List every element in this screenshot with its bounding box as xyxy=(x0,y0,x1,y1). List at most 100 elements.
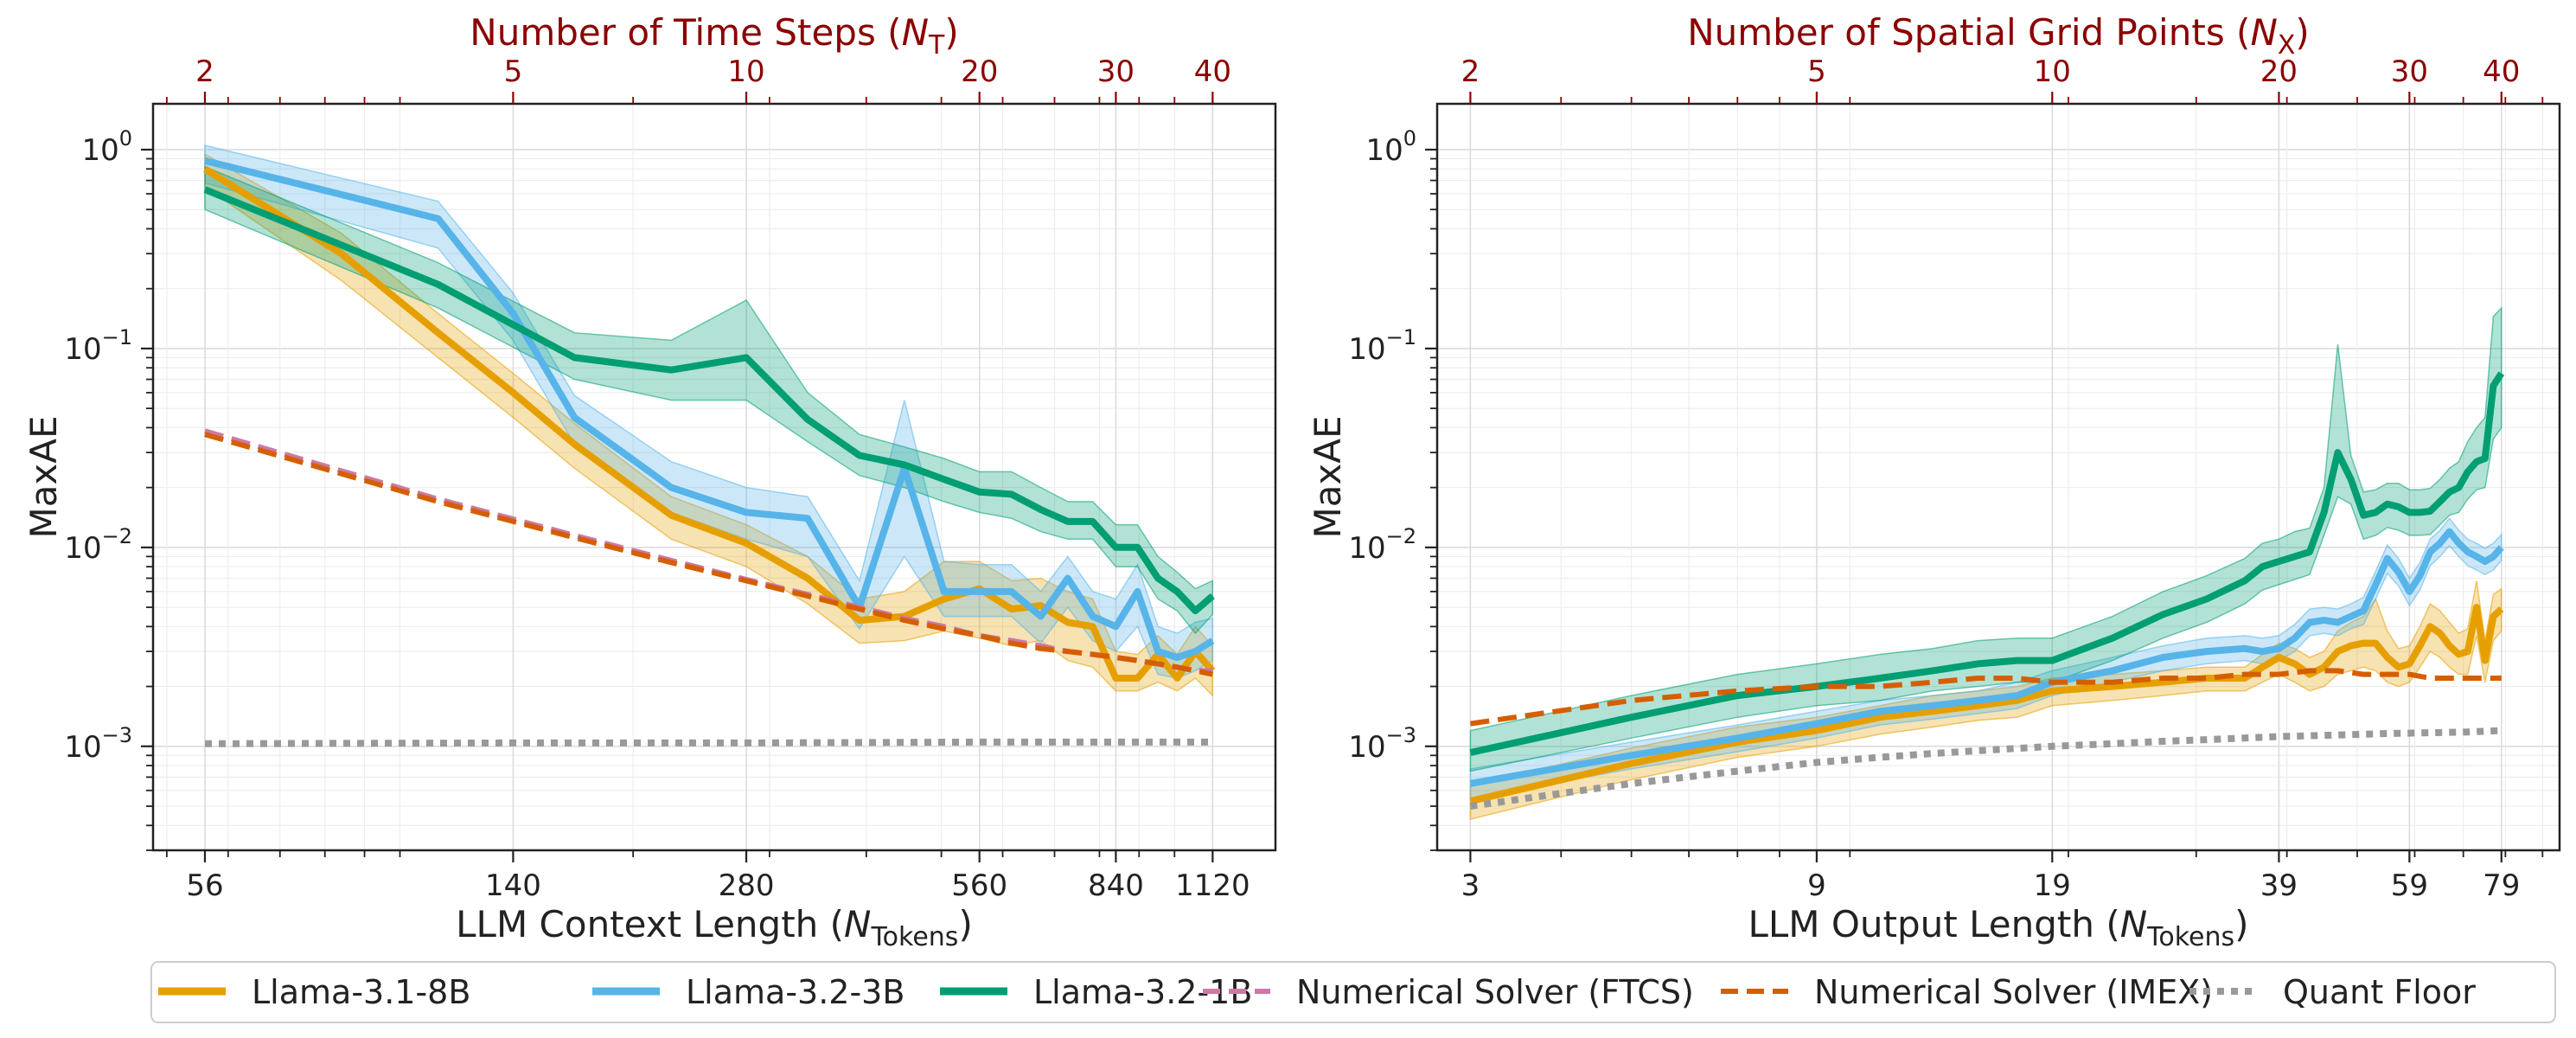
grid xyxy=(1437,104,2560,851)
x-axis-title-subscript: Tokens xyxy=(2146,922,2234,952)
top-axis-title-subscript: T xyxy=(928,30,945,61)
x-axis-title-text: LLM Output Length ( xyxy=(1748,903,2119,945)
x-axis-title-close: ) xyxy=(2234,903,2248,945)
x-tick-label: 1120 xyxy=(1175,868,1250,903)
band-llama3b xyxy=(204,144,1214,679)
y-tick-label: 100 xyxy=(81,126,132,168)
x-tick-label: 9 xyxy=(1807,868,1826,903)
legend-label: Numerical Solver (IMEX) xyxy=(1814,973,2213,1011)
series-line-llama3b xyxy=(1469,528,2504,787)
y-tick-label: 100 xyxy=(1365,126,1416,168)
band-llama3b xyxy=(1469,516,2502,799)
x-axis-title-symbol: N xyxy=(2120,903,2147,945)
y-tick-label: 10−2 xyxy=(64,524,132,566)
y-tick-exponent: 0 xyxy=(119,126,132,151)
x-tick-label: 19 xyxy=(2034,868,2071,903)
y-tick-base: 10 xyxy=(64,730,101,765)
x-tick-label: 840 xyxy=(1088,868,1144,903)
band-llama8b xyxy=(204,152,1214,697)
top-axis-title-subscript: X xyxy=(2278,30,2296,61)
y-tick-base: 10 xyxy=(64,332,101,367)
y-tick-base: 10 xyxy=(1348,332,1385,367)
x-axis-title-close: ) xyxy=(958,903,972,945)
y-tick-base: 10 xyxy=(1348,730,1385,765)
series-line-llama1b xyxy=(203,186,1215,615)
x-axis-title-symbol: N xyxy=(844,903,871,945)
top-tick-label: 10 xyxy=(2034,54,2071,89)
top-tick-label: 20 xyxy=(2260,54,2298,89)
top-tick-label: 40 xyxy=(1194,54,1231,89)
series-line-llama8b xyxy=(1469,604,2504,805)
top-tick-label: 30 xyxy=(1097,54,1135,89)
series-line-imex xyxy=(204,432,1213,677)
legend: Llama-3.1-8B Llama-3.2-3B Llama-3.2-1B Nume… xyxy=(150,961,2556,1023)
y-axis-title: MaxAE xyxy=(22,415,65,538)
y-tick-label: 10−3 xyxy=(1348,723,1416,765)
axes-frame xyxy=(1435,102,2561,852)
legend-label: Llama-3.2-3B xyxy=(686,973,904,1011)
y-tick-base: 10 xyxy=(81,133,118,168)
y-tick-base: 10 xyxy=(64,531,101,566)
y-tick-label: 10−1 xyxy=(1348,325,1416,367)
top-axis-title-symbol: N xyxy=(2250,11,2277,54)
top-tick-label: 5 xyxy=(504,54,523,89)
x-tick-label: 140 xyxy=(485,868,541,903)
y-tick-exponent: −3 xyxy=(1386,723,1416,747)
top-axis-title-close: ) xyxy=(2295,11,2309,54)
y-tick-exponent: −1 xyxy=(1386,325,1416,349)
x-tick-label: 59 xyxy=(2391,868,2428,903)
y-tick-exponent: −3 xyxy=(102,723,132,747)
legend-box xyxy=(150,961,2556,1023)
plot-area xyxy=(1469,306,2505,821)
x-tick-label: 560 xyxy=(951,868,1007,903)
y-tick-exponent: −2 xyxy=(102,524,132,548)
x-tick-label: 3 xyxy=(1461,868,1480,903)
x-axis-title: LLM Output Length (NTokens) xyxy=(1748,903,2248,952)
top-tick-label: 2 xyxy=(195,54,214,89)
series-line-quant xyxy=(204,738,1213,747)
top-axis-title: Number of Spatial Grid Points (NX) xyxy=(1687,11,2310,61)
top-tick-label: 5 xyxy=(1807,54,1826,89)
series-line-llama3b xyxy=(204,157,1215,661)
top-tick-label: 30 xyxy=(2391,54,2428,89)
y-tick-exponent: −1 xyxy=(102,325,132,349)
grid xyxy=(153,104,1275,851)
y-tick-exponent: −2 xyxy=(1386,524,1416,548)
x-axis-title: LLM Context Length (NTokens) xyxy=(456,903,973,952)
series-line-quant xyxy=(1469,727,2502,810)
top-axis-title-text: Number of Spatial Grid Points ( xyxy=(1687,11,2250,54)
top-tick-label: 20 xyxy=(961,54,998,89)
y-tick-base: 10 xyxy=(1348,531,1385,566)
top-axis-title-close: ) xyxy=(944,11,958,54)
x-tick-label: 39 xyxy=(2260,868,2298,903)
y-tick-label: 10−1 xyxy=(64,325,132,367)
band-llama1b xyxy=(204,165,1214,635)
x-tick-label: 280 xyxy=(719,868,775,903)
top-axis-title: Number of Time Steps (NT) xyxy=(470,11,958,61)
plot-area xyxy=(202,144,1216,747)
y-tick-label: 10−2 xyxy=(1348,524,1416,566)
legend-label: Quant Floor xyxy=(2283,973,2476,1011)
x-axis-title-text: LLM Context Length ( xyxy=(456,903,844,945)
y-tick-base: 10 xyxy=(1365,133,1403,168)
legend-label: Llama-3.1-8B xyxy=(252,973,470,1011)
top-axis-title-symbol: N xyxy=(902,11,929,54)
series-line-imex xyxy=(1469,668,2502,727)
top-tick-label: 40 xyxy=(2483,54,2520,89)
top-tick-label: 2 xyxy=(1461,54,1480,89)
y-tick-exponent: 0 xyxy=(1403,126,1416,151)
y-tick-label: 10−3 xyxy=(64,723,132,765)
top-tick-label: 10 xyxy=(727,54,764,89)
axes-frame xyxy=(151,102,1277,852)
band-llama1b xyxy=(1469,306,2502,772)
x-tick-label: 56 xyxy=(186,868,223,903)
legend-label: Numerical Solver (FTCS) xyxy=(1296,973,1694,1011)
y-axis-title: MaxAE xyxy=(1307,415,1349,538)
top-axis-title-text: Number of Time Steps ( xyxy=(470,11,901,54)
x-tick-label: 79 xyxy=(2483,868,2520,903)
x-axis-title-subscript: Tokens xyxy=(870,922,958,952)
series-line-llama1b xyxy=(1469,371,2505,756)
